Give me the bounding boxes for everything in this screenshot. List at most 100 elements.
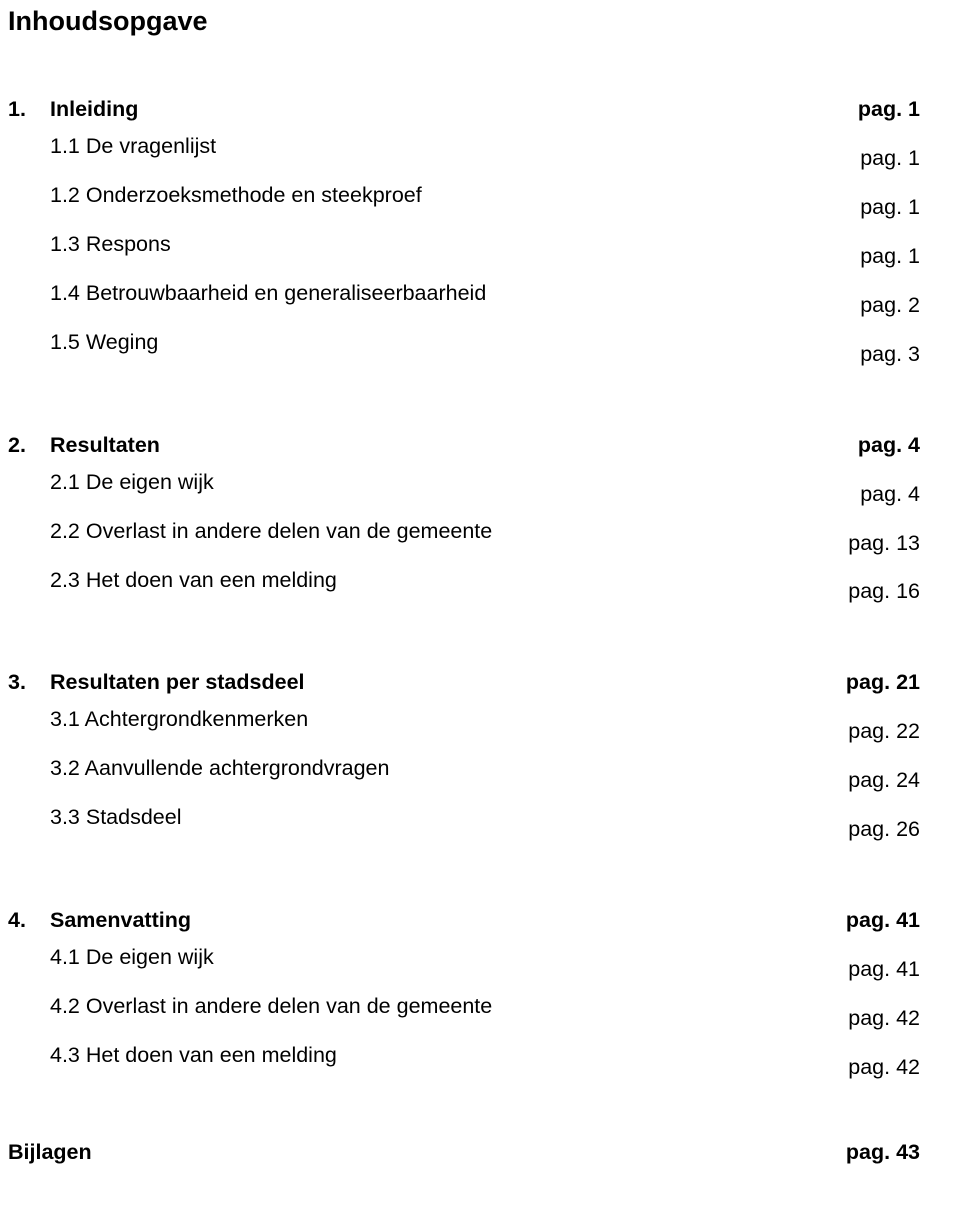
toc-item-left: 1.4 Betrouwbaarheid en generaliseerbaarh… bbox=[8, 275, 486, 312]
toc-item-page: pag. 1 bbox=[860, 140, 920, 177]
toc-item-label: 4.3 Het doen van een melding bbox=[50, 1037, 337, 1074]
toc-section-head: 2.Resultaten pag. 4 bbox=[8, 427, 920, 464]
toc-item-row: 4.3 Het doen van een melding pag. 42 bbox=[8, 1037, 920, 1086]
toc-section: 2.Resultaten pag. 4 2.1 De eigen wijk pag. … bbox=[8, 427, 920, 611]
toc-item-left: 1.2 Onderzoeksmethode en steekproef bbox=[8, 177, 422, 214]
toc-item-page: pag. 3 bbox=[860, 336, 920, 373]
toc-item-indent bbox=[8, 799, 50, 836]
toc-head-number: 1. bbox=[8, 91, 50, 128]
toc-head-left: 3.Resultaten per stadsdeel bbox=[8, 664, 305, 701]
toc-item-label: 1.3 Respons bbox=[50, 226, 171, 263]
toc-item-row: 4.2 Overlast in andere delen van de geme… bbox=[8, 988, 920, 1037]
toc-item-label: 3.1 Achtergrondkenmerken bbox=[50, 701, 308, 738]
toc-head-label: Resultaten per stadsdeel bbox=[50, 664, 305, 701]
toc-item-left: 1.5 Weging bbox=[8, 324, 158, 361]
toc-item-row: 1.3 Respons pag. 1 bbox=[8, 226, 920, 275]
page: Inhoudsopgave 1.Inleidingpag. 11.1 De vr… bbox=[0, 0, 960, 1205]
toc-item-page: pag. 16 bbox=[848, 573, 920, 610]
toc-item-label: 1.5 Weging bbox=[50, 324, 158, 361]
toc-item-label: 2.1 De eigen wijk bbox=[50, 464, 214, 501]
toc-item-indent bbox=[8, 513, 50, 550]
toc-item-indent bbox=[8, 939, 50, 976]
toc-item-indent bbox=[8, 128, 50, 165]
toc-item-row: 1.4 Betrouwbaarheid en generaliseerbaarh… bbox=[8, 275, 920, 324]
toc-item-row: 2.3 Het doen van een melding pag. 16 bbox=[8, 562, 920, 611]
toc-item-page: pag. 26 bbox=[848, 811, 920, 848]
toc-item-label: 3.2 Aanvullende achtergrondvragen bbox=[50, 750, 389, 787]
toc-item-row: 1.2 Onderzoeksmethode en steekproef pag. … bbox=[8, 177, 920, 226]
toc-item-left: 1.1 De vragenlijst bbox=[8, 128, 216, 165]
toc-item-left: 4.2 Overlast in andere delen van de geme… bbox=[8, 988, 492, 1025]
toc-item-left: 2.1 De eigen wijk bbox=[8, 464, 214, 501]
toc-section-head: 3.Resultaten per stadsdeel pag. 21 bbox=[8, 664, 920, 701]
toc-item-label: 2.3 Het doen van een melding bbox=[50, 562, 337, 599]
toc-item-indent bbox=[8, 750, 50, 787]
toc-head-label: Samenvatting bbox=[50, 902, 191, 939]
toc-item-left: 4.1 De eigen wijk bbox=[8, 939, 214, 976]
toc-item-label: 4.2 Overlast in andere delen van de geme… bbox=[50, 988, 492, 1025]
toc-head-left: 2.Resultaten bbox=[8, 427, 160, 464]
toc-item-page: pag. 13 bbox=[848, 525, 920, 562]
toc-section: 1.Inleiding pag. 1 1.1 De vragenlijst pag. … bbox=[8, 91, 920, 373]
toc-item-left: 2.2 Overlast in andere delen van de geme… bbox=[8, 513, 492, 550]
toc-item-indent bbox=[8, 226, 50, 263]
toc-item-page: pag. 1 bbox=[860, 189, 920, 226]
toc-item-indent bbox=[8, 275, 50, 312]
toc-item-left: 3.2 Aanvullende achtergrondvragen bbox=[8, 750, 389, 787]
toc-item-left: 1.3 Respons bbox=[8, 226, 171, 263]
toc-item-page: pag. 4 bbox=[860, 476, 920, 513]
toc-item-indent bbox=[8, 562, 50, 599]
toc-section-head: 4.Samenvatting pag. 41 bbox=[8, 902, 920, 939]
toc-head-page: pag. 4 bbox=[858, 427, 920, 464]
toc-head-number: 2. bbox=[8, 427, 50, 464]
toc-item-row: 4.1 De eigen wijk pag. 41 bbox=[8, 939, 920, 988]
toc-head-page: pag. 1 bbox=[858, 91, 920, 128]
toc-head-left: 1.Inleiding bbox=[8, 91, 138, 128]
toc-item-row: 3.2 Aanvullende achtergrondvragen pag. 24 bbox=[8, 750, 920, 799]
toc-item-indent bbox=[8, 701, 50, 738]
toc-item-indent bbox=[8, 324, 50, 361]
toc-item-label: 1.1 De vragenlijst bbox=[50, 128, 216, 165]
toc-head-number: 4. bbox=[8, 902, 50, 939]
toc-item-row: 3.1 Achtergrondkenmerken pag. 22 bbox=[8, 701, 920, 750]
toc-item-page: pag. 22 bbox=[848, 713, 920, 750]
toc-footer-row: Bijlagen pag. 43 bbox=[8, 1140, 920, 1165]
toc-head-page: pag. 21 bbox=[846, 664, 920, 701]
toc-item-indent bbox=[8, 177, 50, 214]
toc-item-row: 2.2 Overlast in andere delen van de geme… bbox=[8, 513, 920, 562]
toc-item-page: pag. 2 bbox=[860, 287, 920, 324]
toc-item-page: pag. 41 bbox=[848, 951, 920, 988]
toc-item-label: 1.4 Betrouwbaarheid en generaliseerbaarh… bbox=[50, 275, 486, 312]
toc-footer-page: pag. 43 bbox=[846, 1140, 920, 1165]
toc-item-row: 3.3 Stadsdeel pag. 26 bbox=[8, 799, 920, 848]
toc-sections: 1.Inleiding pag. 1 1.1 De vragenlijst pag. … bbox=[8, 91, 920, 1086]
toc-item-left: 2.3 Het doen van een melding bbox=[8, 562, 337, 599]
toc-head-number: 3. bbox=[8, 664, 50, 701]
toc-item-page: pag. 1 bbox=[860, 238, 920, 275]
toc-item-label: 1.2 Onderzoeksmethode en steekproef bbox=[50, 177, 422, 214]
toc-item-row: 1.5 Weging pag. 3 bbox=[8, 324, 920, 373]
toc-head-left: 4.Samenvatting bbox=[8, 902, 191, 939]
toc-item-indent bbox=[8, 464, 50, 501]
toc-head-label: Inleiding bbox=[50, 91, 138, 128]
toc-section-head: 1.Inleiding pag. 1 bbox=[8, 91, 920, 128]
toc-item-left: 3.1 Achtergrondkenmerken bbox=[8, 701, 308, 738]
toc-head-page: pag. 41 bbox=[846, 902, 920, 939]
document-title: Inhoudsopgave bbox=[8, 6, 920, 37]
toc-item-indent bbox=[8, 988, 50, 1025]
toc-item-page: pag. 42 bbox=[848, 1049, 920, 1086]
toc-item-label: 4.1 De eigen wijk bbox=[50, 939, 214, 976]
toc-item-label: 2.2 Overlast in andere delen van de geme… bbox=[50, 513, 492, 550]
toc-item-page: pag. 42 bbox=[848, 1000, 920, 1037]
toc-item-page: pag. 24 bbox=[848, 762, 920, 799]
toc-item-label: 3.3 Stadsdeel bbox=[50, 799, 182, 836]
toc-item-left: 3.3 Stadsdeel bbox=[8, 799, 182, 836]
toc-head-label: Resultaten bbox=[50, 427, 160, 464]
toc-item-row: 1.1 De vragenlijst pag. 1 bbox=[8, 128, 920, 177]
toc-footer-label: Bijlagen bbox=[8, 1140, 92, 1165]
toc-section: 4.Samenvatting pag. 41 4.1 De eigen wijk pa… bbox=[8, 902, 920, 1086]
toc-item-row: 2.1 De eigen wijk pag. 4 bbox=[8, 464, 920, 513]
toc-section: 3.Resultaten per stadsdeelpag. 213.1 Ach… bbox=[8, 664, 920, 848]
toc-item-indent bbox=[8, 1037, 50, 1074]
toc-item-left: 4.3 Het doen van een melding bbox=[8, 1037, 337, 1074]
